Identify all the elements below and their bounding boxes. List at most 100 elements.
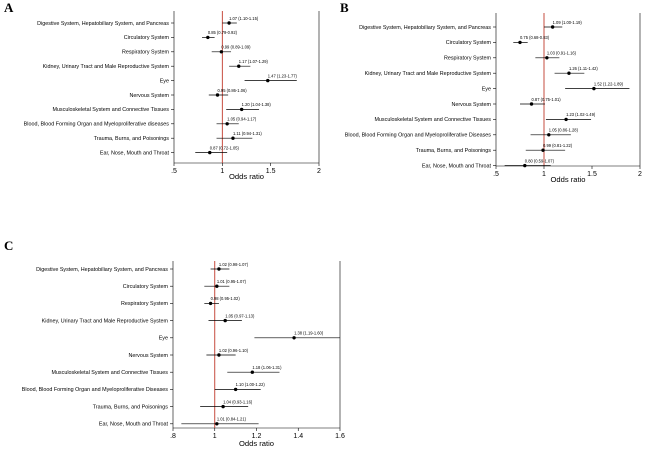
category-label: Circulatory System (123, 284, 169, 290)
estimate-label: 1.11 (0.94-1.31) (233, 131, 262, 136)
point-estimate-marker (221, 404, 225, 409)
x-axis-title: Odds ratio (229, 172, 264, 181)
point-estimate-marker (215, 422, 219, 426)
estimate-label: 1.26 (1.11-1.42) (569, 66, 598, 71)
point-estimate-marker (237, 64, 241, 68)
x-tick-label: 1 (213, 433, 217, 440)
category-label: Blood, Blood Forming Organ and Myeloprol… (22, 387, 169, 393)
category-label: Blood, Blood Forming Organ and Myeloprol… (24, 122, 170, 128)
x-tick-label: 2 (317, 168, 321, 175)
point-estimate-marker (225, 122, 229, 126)
category-label: Trauma, Burns, and Poisonings (93, 404, 169, 410)
estimate-label: 0.95 (0.86-1.06) (218, 88, 248, 93)
point-estimate-marker (233, 387, 238, 392)
estimate-label: 0.98 (0.95-1.02) (211, 296, 241, 301)
point-estimate-marker (217, 267, 221, 271)
point-estimate-marker (250, 370, 255, 374)
estimate-label: 1.05 (0.86-1.28) (549, 128, 579, 133)
category-label: Respiratory System (122, 50, 170, 56)
x-tick-label: 2 (638, 171, 642, 178)
point-estimate-marker (217, 353, 221, 357)
estimate-label: 0.75 (0.68-0.83) (520, 35, 550, 40)
point-estimate-marker (215, 93, 220, 97)
estimate-label: 1.03 (0.91-1.16) (547, 51, 577, 56)
point-estimate-marker (208, 150, 212, 155)
point-estimate-marker (227, 21, 231, 25)
estimate-label: 0.85 (0.79-0.92) (208, 30, 238, 35)
point-estimate-marker (550, 25, 555, 29)
point-estimate-marker (592, 86, 596, 91)
estimate-label: 1.52 (1.22-1.89) (594, 81, 624, 86)
category-label: Digestive System, Hepatobiliary System, … (37, 21, 169, 27)
point-estimate-marker (567, 71, 571, 75)
forest-panel-c: C .8 1 1.2 1.4 1.6 Odds ratio Digestive System,… (4, 238, 345, 448)
estimate-label: 0.87 (0.72-1.05) (210, 145, 240, 150)
estimate-label: 1.09 (1.00-1.19) (553, 20, 583, 25)
point-estimate-marker (292, 336, 296, 340)
estimate-label: 1.23 (1.02-1.49) (566, 112, 596, 117)
category-label: Trauma, Burns, and Poisonings (94, 136, 170, 142)
estimate-label: 0.99 (0.81-1.22) (543, 143, 573, 148)
estimate-label: 1.18 (1.06-1.31) (252, 365, 282, 370)
panel-letter-a: A (4, 0, 14, 15)
estimate-label: 1.01 (0.84-1.21) (217, 417, 247, 422)
estimate-label: 1.20 (1.04-1.38) (242, 102, 272, 107)
x-tick-label: 1.5 (266, 168, 276, 175)
point-estimate-marker (239, 107, 244, 112)
point-estimate-marker (266, 78, 270, 83)
category-label: Ear, Nose, Mouth and Throat (100, 150, 170, 156)
point-estimate-marker (518, 40, 522, 45)
x-tick-label: 1.2 (252, 433, 262, 440)
point-estimate-marker (545, 56, 549, 60)
x-axis-title: Odds ratio (550, 175, 585, 184)
x-tick-label: 1 (220, 168, 224, 175)
category-label: Digestive System, Hepatobiliary System, … (359, 25, 491, 31)
category-label: Eye (160, 78, 169, 84)
point-estimate-marker (208, 301, 213, 306)
category-label: Ear, Nose, Mouth and Throat (99, 422, 169, 428)
x-tick-label: .5 (171, 168, 177, 175)
estimate-label: 0.80 (0.59-1.07) (525, 158, 555, 163)
category-label: Digestive System, Hepatobiliary System, … (36, 267, 168, 273)
estimate-label: 1.38 (1.19-1.60) (294, 331, 324, 336)
x-tick-label: .5 (493, 171, 499, 178)
category-label: Trauma, Burns, and Poisonings (416, 148, 492, 154)
estimate-label: 1.01 (0.95-1.07) (217, 279, 247, 284)
point-estimate-marker (529, 102, 534, 106)
category-label: Musculoskeletal System and Connective Ti… (52, 107, 169, 113)
estimate-label: 1.02 (0.96-1.10) (219, 348, 249, 353)
x-tick-label: 1.6 (335, 433, 345, 440)
x-axis-title: Odds ratio (239, 439, 274, 448)
estimate-label: 1.47 (1.23-1.77) (268, 73, 298, 78)
point-estimate-marker (541, 148, 545, 152)
category-label: Circulatory System (446, 40, 492, 46)
estimate-label: 1.02 (0.98-1.07) (219, 262, 249, 267)
point-estimate-marker (215, 284, 219, 288)
estimate-label: 1.05 (0.94-1.17) (227, 117, 257, 122)
panel-letter-b: B (340, 0, 349, 15)
category-label: Musculoskeletal System and Connective Ti… (374, 117, 491, 123)
category-label: Respiratory System (121, 301, 169, 307)
panel-letter-c: C (4, 238, 13, 253)
category-label: Circulatory System (124, 35, 170, 41)
estimate-label: 0.99 (0.89-1.09) (221, 45, 251, 50)
point-estimate-marker (231, 136, 235, 140)
x-tick-label: 1.4 (293, 433, 303, 440)
point-estimate-marker (523, 163, 527, 168)
point-estimate-marker (547, 133, 551, 137)
category-label: Eye (159, 336, 168, 342)
category-label: Ear, Nose, Mouth and Throat (422, 163, 492, 169)
x-tick-label: 1.5 (587, 171, 597, 178)
point-estimate-marker (564, 117, 568, 122)
category-label: Blood, Blood Forming Organ and Myeloprol… (345, 133, 492, 139)
category-label: Kidney, Urinary Tract and Male Reproduct… (365, 71, 492, 77)
category-label: Nervous System (128, 353, 168, 359)
point-estimate-marker (219, 50, 224, 54)
point-estimate-marker (206, 35, 210, 40)
forest-panel-b: B .5 1 1.5 2 Odds ratio Digestive System, Hepa… (340, 0, 642, 184)
estimate-label: 0.87 (0.75-1.01) (532, 97, 562, 102)
category-label: Eye (482, 86, 491, 92)
category-label: Musculoskeletal System and Connective Ti… (51, 370, 168, 376)
estimate-label: 1.04 (0.93-1.16) (223, 399, 253, 404)
